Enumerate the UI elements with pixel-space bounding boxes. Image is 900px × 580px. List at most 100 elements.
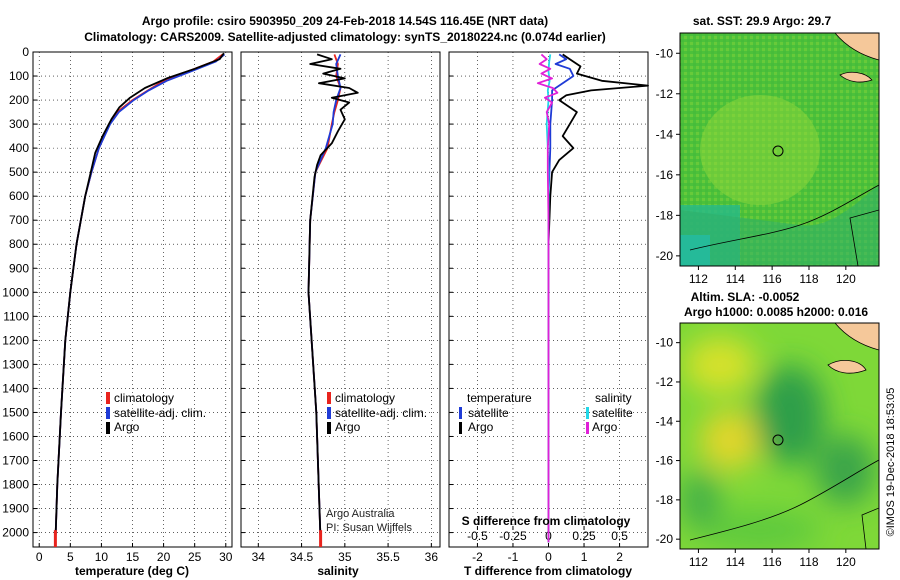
latitude-label: -14: [656, 414, 674, 428]
depth-tick-label: 1800: [2, 478, 29, 492]
difference-legend: temperature satellite Argo salinity sate…: [459, 391, 633, 434]
depth-tick-label: 1200: [2, 333, 29, 347]
legend-swatch-s-argo: [586, 422, 589, 434]
depth-tick-label: 300: [9, 117, 29, 131]
legend-swatch-satellite: [327, 407, 331, 419]
sst-map-latitude-labels: -10 -12 -14 -16 -18 -20: [656, 46, 680, 263]
salinity-grid: [241, 51, 440, 547]
sla-map-title-line1: Altim. SLA: -0.0052: [691, 290, 800, 304]
land-mass: [834, 33, 879, 61]
latitude-label: -18: [656, 493, 674, 507]
sst-map-image: [680, 33, 879, 266]
difference-panel: -2 -1 0 1 2 -0.5 -0.25 0 0.25 0.5 T difference f…: [448, 51, 649, 578]
pi-credit: PI: Susan Wijffels: [326, 522, 412, 534]
legend-label-s-satellite: satellite: [592, 406, 633, 420]
longitude-label: 120: [836, 272, 856, 286]
sla-map-title-line2: Argo h1000: 0.0085 h2000: 0.016: [684, 305, 868, 319]
depth-tick-label: 200: [9, 93, 29, 107]
salinity-plot-frame: [240, 51, 441, 548]
temperature-legend: climatology satellite-adj. clim. Argo: [106, 391, 206, 434]
t-difference-tick-labels: -2 -1 0 1 2: [472, 550, 623, 564]
legend-swatch-argo: [106, 422, 110, 434]
legend-label-climatology: climatology: [114, 391, 174, 405]
latitude-label: -16: [656, 168, 674, 182]
legend-swatch-s-satellite: [586, 407, 589, 419]
s-diff-tick-label: 0.5: [611, 529, 628, 543]
x-tick-label: 35.5: [376, 550, 400, 564]
depth-tick-label: 1000: [2, 285, 29, 299]
salinity-legend: climatology satellite-adj. clim. Argo: [327, 391, 427, 434]
s-diff-tick-label: -0.5: [467, 529, 488, 543]
legend-label-satellite: satellite-adj. clim.: [335, 406, 427, 420]
sst-map-title: sat. SST: 29.9 Argo: 29.7: [693, 14, 832, 28]
legend-swatch-t-argo: [459, 422, 462, 434]
longitude-label: 118: [799, 555, 818, 569]
legend-label-argo: Argo: [335, 420, 361, 434]
x-tick-label: 35: [338, 550, 352, 564]
s-diff-tick-label: 0.25: [572, 529, 596, 543]
salinity-profile-lines: [307, 53, 359, 547]
sst-map-panel: sat. SST: 29.9 Argo: 29.7 -10 -12: [656, 14, 880, 286]
longitude-label: 116: [763, 272, 782, 286]
longitude-label: 120: [836, 555, 856, 569]
land-mass: [827, 360, 867, 374]
s-difference-axis-label: S difference from climatology: [462, 514, 631, 528]
latitude-label: -16: [656, 454, 674, 468]
depth-tick-label: 500: [9, 165, 29, 179]
x-tick-label: 34: [252, 550, 266, 564]
legend-swatch-climatology: [106, 392, 110, 404]
longitude-label: 116: [763, 555, 782, 569]
temperature-profile-lines: [53, 52, 226, 547]
series-line-argo: [54, 52, 225, 543]
argo-float-marker: [772, 434, 784, 446]
legend-label-t-satellite: satellite: [468, 406, 509, 420]
depth-tick-label: 1300: [2, 357, 29, 371]
argo-float-marker: [772, 145, 784, 157]
longitude-label: 118: [799, 272, 818, 286]
s-diff-tick-label: -0.25: [499, 529, 527, 543]
longitude-label: 112: [689, 555, 708, 569]
longitude-label: 112: [689, 272, 708, 286]
longitude-label: 114: [726, 555, 745, 569]
depth-tick-label: 1500: [2, 405, 29, 419]
depth-tick-label: 1600: [2, 429, 29, 443]
argo-australia-credit: Argo Australia: [326, 508, 395, 520]
latitude-label: -10: [656, 336, 674, 350]
legend-label-satellite: satellite-adj. clim.: [114, 406, 206, 420]
depth-tick-label: 100: [9, 69, 29, 83]
depth-tick-label: 700: [9, 213, 29, 227]
x-tick-label: -1: [508, 550, 519, 564]
land-mass: [834, 323, 879, 351]
temperature-axis-label: temperature (deg C): [75, 564, 189, 578]
temperature-tick-labels: 0 5 10 15 20 25 30: [36, 550, 233, 564]
depth-tick-label: 1400: [2, 381, 29, 395]
depth-tick-label: 1100: [3, 309, 29, 323]
salinity-panel: 34 34.5 35 35.5 36 salinity climatology sate…: [240, 51, 441, 578]
x-tick-label: 25: [188, 550, 202, 564]
depth-tick-label: 0: [22, 45, 29, 59]
legend-swatch-satellite: [106, 407, 110, 419]
depth-tick-label: 900: [9, 261, 29, 275]
x-tick-label: 0: [36, 550, 43, 564]
imos-credit: ©IMOS 19-Dec-2018 18:53:05: [885, 388, 897, 537]
depth-tick-label: 1700: [2, 453, 29, 467]
legend-swatch-t-satellite: [459, 407, 462, 419]
longitude-label: 114: [726, 272, 745, 286]
salinity-axis-label: salinity: [317, 564, 359, 578]
latitude-label: -20: [656, 249, 674, 263]
temperature-panel: 0100200300400500600700800900100011001200…: [2, 45, 232, 578]
salinity-tick-labels: 34 34.5 35 35.5 36: [252, 550, 439, 564]
x-tick-label: 2: [616, 550, 623, 564]
legend-swatch-climatology: [327, 392, 331, 404]
series-line-salinity-argo: [536, 53, 559, 543]
legend-swatch-argo: [327, 422, 331, 434]
x-tick-label: 1: [581, 550, 588, 564]
latitude-label: -12: [656, 375, 674, 389]
x-tick-label: 20: [157, 550, 171, 564]
sla-map-panel: Altim. SLA: -0.0052 Argo h1000: 0.0085 h…: [656, 290, 880, 569]
depth-tick-label: 600: [9, 189, 29, 203]
red-reference-bar: [53, 530, 57, 547]
x-tick-label: 36: [425, 550, 439, 564]
depth-tick-labels: 0 100 200 300 400 500 600 700 800 900 1000 1100 1200…: [2, 45, 29, 540]
legend-label-climatology: climatology: [335, 391, 395, 405]
